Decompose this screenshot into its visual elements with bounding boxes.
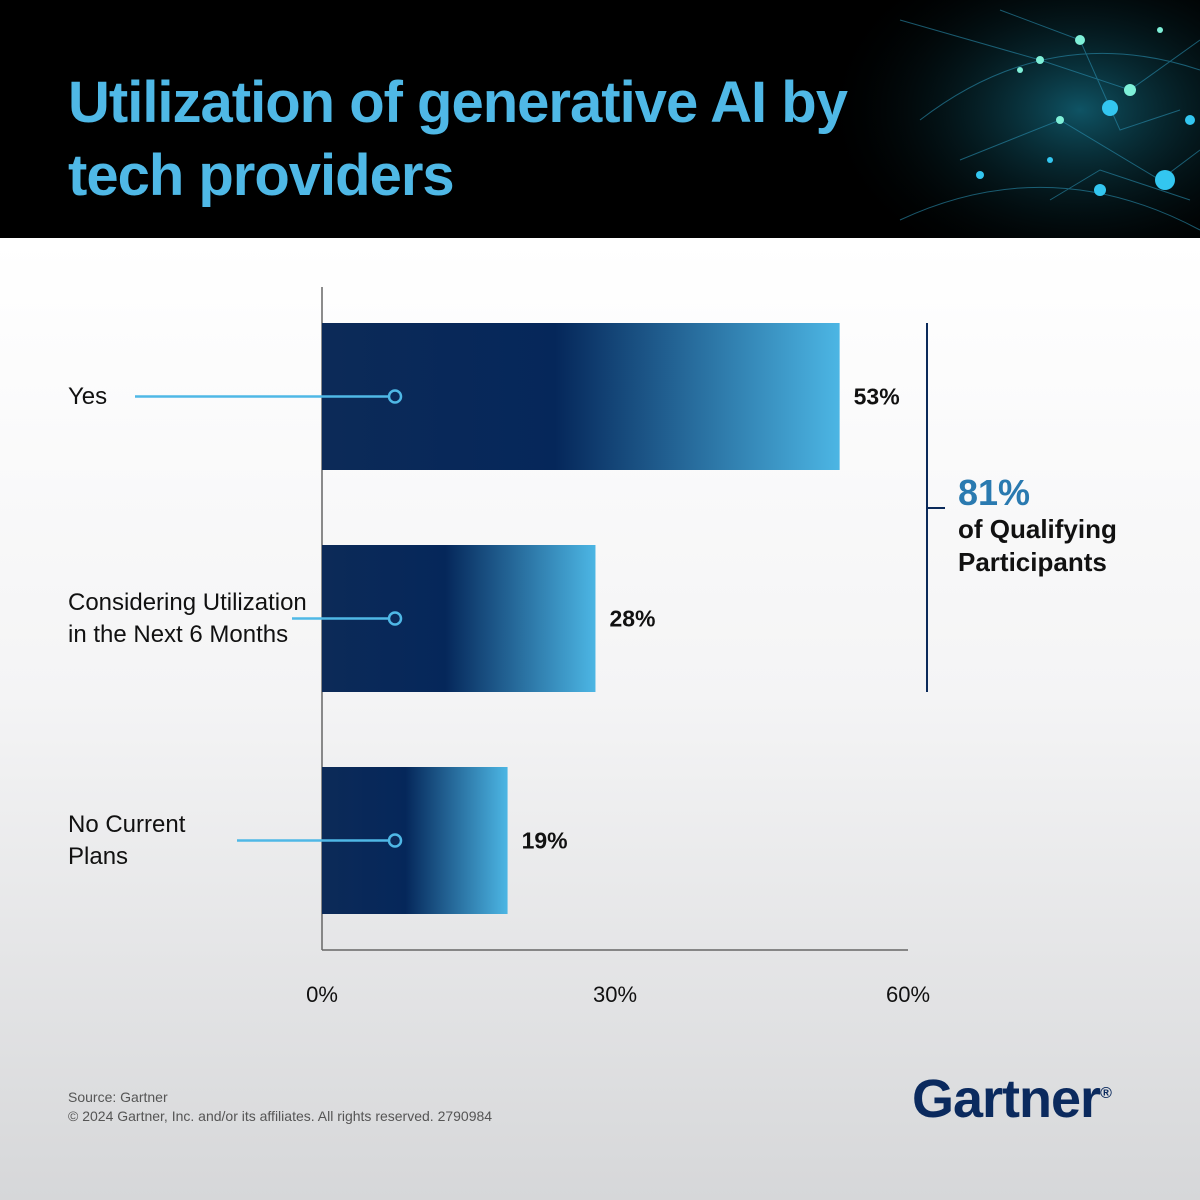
bar [322,323,840,470]
connector-dot [387,611,403,626]
connector-dot [387,833,403,848]
connector-dot [387,389,403,404]
logo-mark: ® [1100,1085,1112,1102]
header-decoration [820,0,1200,238]
category-label: Considering Utilization in the Next 6 Mo… [68,588,307,648]
copyright: © 2024 Gartner, Inc. and/or its affiliat… [68,1108,493,1124]
value-label: 53% [854,384,900,410]
category-label: No Current Plans [68,810,186,870]
annotation-value: 81% [958,472,1031,513]
chart-title: Utilization of generative AI by tech pro… [68,70,848,208]
value-label: 28% [609,606,655,632]
header: Utilization of generative AI by tech pro… [0,0,1200,238]
annotation-text: of Qualifying Participants [958,514,1117,577]
source: Source: Gartner [68,1089,168,1105]
value-label: 19% [522,828,568,854]
x-tick-label: 0% [306,982,338,1007]
category-label: Yes [68,382,108,410]
logo: Gartner® [912,1068,1112,1130]
x-tick-label: 30% [593,982,637,1007]
x-tick-label: 60% [886,982,930,1007]
logo-text: Gartner [912,1069,1101,1129]
